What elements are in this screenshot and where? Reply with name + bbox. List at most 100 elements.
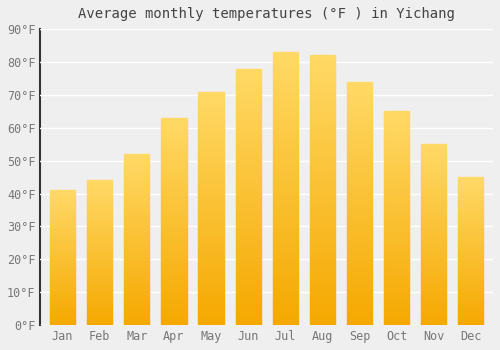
Bar — [198, 145, 224, 148]
Bar — [272, 314, 298, 317]
Bar — [347, 284, 372, 286]
Bar — [124, 169, 150, 171]
Bar — [236, 261, 260, 264]
Bar — [162, 319, 186, 321]
Bar — [421, 274, 446, 277]
Bar — [272, 55, 298, 57]
Bar — [236, 161, 260, 163]
Bar — [458, 259, 483, 260]
Bar — [384, 254, 409, 257]
Bar — [272, 205, 298, 208]
Bar — [236, 166, 260, 169]
Bar — [272, 52, 298, 55]
Bar — [198, 293, 224, 295]
Bar — [347, 323, 372, 325]
Bar — [162, 242, 186, 244]
Bar — [87, 293, 112, 295]
Bar — [198, 286, 224, 288]
Bar — [50, 303, 75, 305]
Bar — [310, 61, 335, 63]
Bar — [458, 318, 483, 319]
Bar — [198, 269, 224, 272]
Bar — [87, 236, 112, 237]
Bar — [124, 168, 150, 169]
Bar — [421, 172, 446, 173]
Bar — [384, 128, 409, 131]
Bar — [310, 123, 335, 126]
Bar — [87, 299, 112, 301]
Bar — [384, 235, 409, 238]
Bar — [87, 211, 112, 212]
Bar — [310, 109, 335, 112]
Bar — [458, 319, 483, 321]
Bar — [198, 173, 224, 176]
Bar — [310, 306, 335, 309]
Bar — [272, 240, 298, 243]
Bar — [50, 210, 75, 212]
Bar — [272, 222, 298, 224]
Bar — [87, 267, 112, 269]
Bar — [50, 246, 75, 247]
Bar — [198, 101, 224, 103]
Bar — [124, 214, 150, 216]
Bar — [87, 192, 112, 194]
Bar — [236, 69, 260, 71]
Bar — [421, 287, 446, 289]
Bar — [50, 309, 75, 310]
Bar — [162, 118, 186, 120]
Bar — [162, 278, 186, 280]
Bar — [50, 281, 75, 282]
Bar — [347, 182, 372, 184]
Bar — [384, 175, 409, 177]
Bar — [124, 178, 150, 180]
Bar — [421, 282, 446, 284]
Bar — [421, 178, 446, 180]
Bar — [310, 312, 335, 314]
Bar — [87, 302, 112, 303]
Bar — [272, 126, 298, 128]
Bar — [272, 191, 298, 194]
Bar — [272, 153, 298, 156]
Bar — [347, 203, 372, 206]
Bar — [236, 89, 260, 92]
Bar — [272, 60, 298, 63]
Bar — [347, 113, 372, 116]
Bar — [384, 161, 409, 163]
Bar — [347, 250, 372, 252]
Bar — [347, 84, 372, 86]
Bar — [198, 311, 224, 314]
Bar — [162, 317, 186, 319]
Bar — [50, 306, 75, 308]
Bar — [421, 320, 446, 322]
Bar — [236, 312, 260, 315]
Bar — [310, 174, 335, 177]
Bar — [87, 212, 112, 214]
Bar — [384, 261, 409, 263]
Bar — [384, 205, 409, 208]
Bar — [124, 195, 150, 197]
Bar — [310, 63, 335, 66]
Bar — [272, 112, 298, 115]
Bar — [310, 290, 335, 293]
Bar — [50, 201, 75, 202]
Bar — [272, 148, 298, 150]
Bar — [458, 257, 483, 259]
Bar — [272, 159, 298, 161]
Bar — [198, 162, 224, 164]
Bar — [236, 220, 260, 223]
Bar — [458, 245, 483, 247]
Bar — [50, 233, 75, 235]
Bar — [162, 147, 186, 149]
Bar — [347, 116, 372, 118]
Bar — [458, 275, 483, 276]
Bar — [384, 203, 409, 205]
Bar — [162, 132, 186, 134]
Bar — [421, 152, 446, 153]
Bar — [162, 267, 186, 269]
Bar — [421, 289, 446, 291]
Bar — [124, 312, 150, 313]
Bar — [162, 222, 186, 224]
Bar — [272, 69, 298, 71]
Bar — [347, 160, 372, 162]
Bar — [50, 287, 75, 289]
